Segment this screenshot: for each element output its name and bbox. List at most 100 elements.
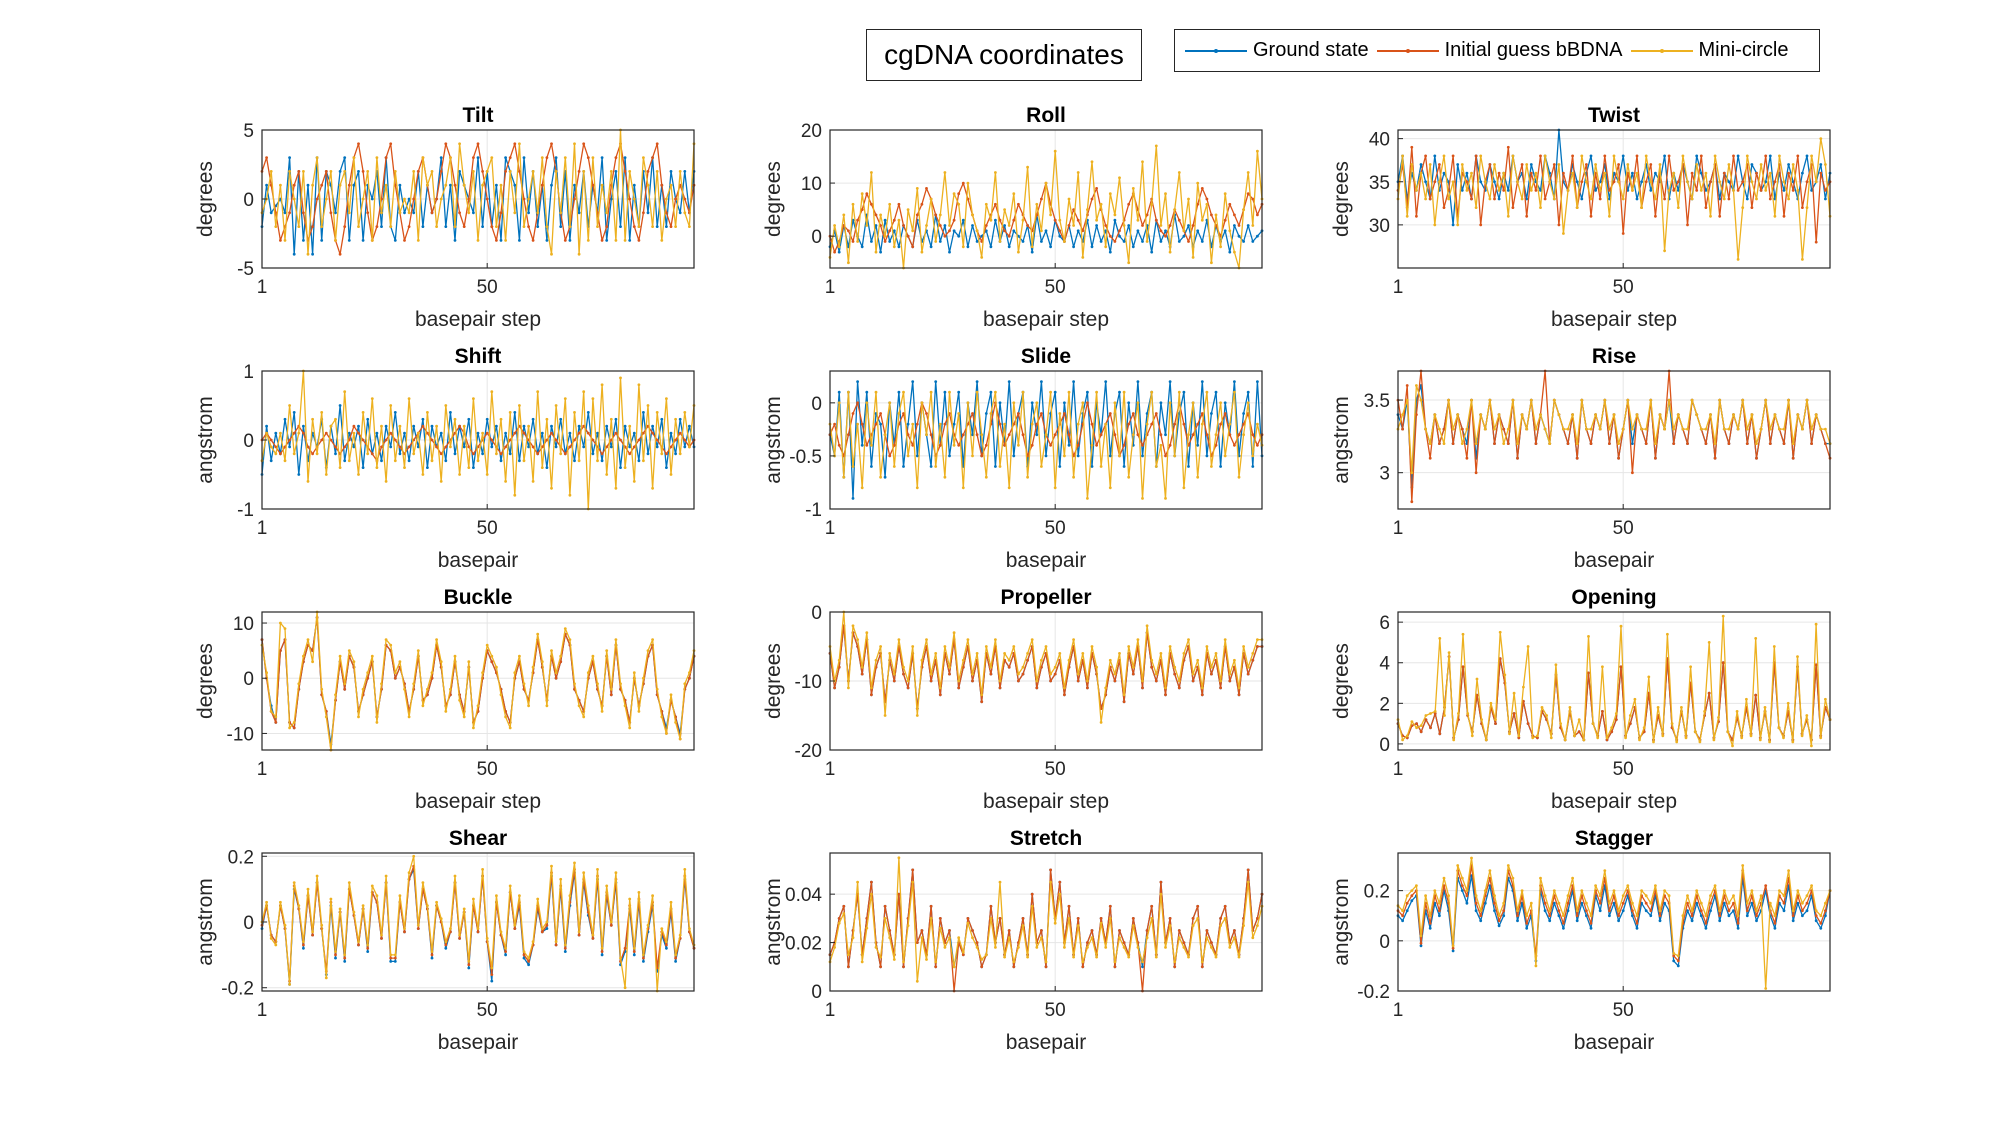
data-point [856, 422, 859, 426]
data-point [1525, 921, 1529, 925]
series-mini-circle [1396, 137, 1832, 261]
data-point [481, 868, 484, 871]
data-point [1214, 213, 1218, 217]
data-point [444, 946, 448, 950]
data-point [948, 250, 951, 254]
data-point [403, 239, 406, 242]
data-point [366, 170, 370, 173]
data-point [380, 225, 383, 229]
data-point [426, 687, 429, 691]
data-point [1049, 443, 1052, 447]
data-point [1736, 921, 1740, 925]
data-point [1773, 926, 1777, 930]
data-point [1007, 234, 1011, 238]
data-point [1631, 914, 1634, 918]
data-point [462, 183, 466, 187]
data-point [1401, 427, 1404, 431]
data-point [1007, 380, 1011, 383]
data-point [860, 665, 864, 669]
data-point [1704, 442, 1708, 445]
data-point [1210, 941, 1213, 944]
data-point [508, 726, 512, 730]
data-point [902, 672, 905, 676]
data-point [416, 239, 420, 242]
data-point [1187, 240, 1190, 243]
data-point [948, 936, 951, 940]
data-point [897, 390, 901, 394]
data-point [1699, 909, 1703, 913]
data-point [586, 411, 590, 414]
data-point [559, 877, 563, 881]
data-point [591, 438, 595, 442]
data-point [669, 170, 673, 173]
data-point [1164, 946, 1167, 949]
data-point [559, 654, 563, 658]
data-point [1516, 909, 1519, 913]
data-point [380, 682, 383, 686]
data-point [1649, 901, 1653, 905]
data-point [472, 726, 475, 730]
data-point [1483, 889, 1487, 892]
data-point [485, 417, 489, 421]
data-point [347, 649, 351, 652]
data-point [1200, 686, 1204, 690]
data-point [938, 686, 942, 690]
data-point [1483, 180, 1487, 184]
data-point [943, 422, 947, 426]
data-point [865, 631, 869, 635]
series-initial-guess-bbdna [1396, 864, 1832, 963]
data-point [1044, 433, 1048, 437]
data-point [288, 404, 291, 407]
data-point [1663, 427, 1666, 431]
data-point [1640, 427, 1643, 431]
data-point [573, 438, 576, 442]
data-point [966, 921, 970, 925]
data-point [1824, 197, 1827, 201]
data-point [1796, 889, 1800, 892]
data-point [1090, 443, 1094, 447]
data-point [1654, 214, 1657, 218]
data-point [1805, 894, 1809, 898]
data-point [577, 431, 581, 435]
data-point [265, 671, 268, 675]
data-point [1113, 679, 1117, 683]
data-point [920, 250, 924, 254]
data-point [1108, 454, 1112, 458]
data-point [1755, 909, 1758, 913]
data-point [1405, 894, 1409, 898]
data-point [1782, 214, 1786, 218]
data-point [504, 946, 507, 950]
data-point [1154, 412, 1158, 415]
data-point [1104, 422, 1108, 426]
data-point [851, 202, 855, 206]
data-point [925, 638, 928, 641]
data-point [279, 452, 282, 456]
data-point [1214, 443, 1218, 447]
data-point [1732, 154, 1735, 158]
data-point [573, 183, 576, 187]
data-point [1745, 914, 1749, 918]
data-point [674, 197, 677, 201]
data-point [1782, 427, 1786, 431]
data-point [1638, 738, 1641, 742]
data-point [380, 445, 383, 449]
data-point [1021, 665, 1025, 669]
data-point [1575, 914, 1579, 918]
data-point [1424, 714, 1428, 717]
data-point [883, 433, 887, 437]
data-point [412, 211, 416, 215]
data-point [1506, 214, 1510, 218]
data-point [1026, 165, 1029, 169]
data-point [1617, 914, 1620, 918]
data-point [614, 431, 618, 435]
x-tick-label: 1 [257, 277, 268, 298]
data-point [833, 686, 836, 690]
data-point [315, 197, 319, 201]
data-point [1030, 904, 1034, 908]
data-point [536, 211, 540, 215]
data-point [952, 422, 956, 426]
data-point [586, 431, 590, 435]
data-point [1205, 197, 1209, 201]
data-point [1017, 250, 1020, 254]
data-point [980, 693, 984, 697]
